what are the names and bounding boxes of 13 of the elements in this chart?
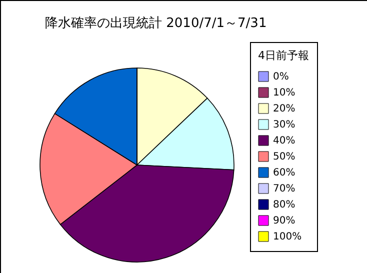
legend-label: 70% [273, 184, 296, 194]
legend-label: 100% [273, 232, 302, 242]
chart-title: 降水確率の出現統計 2010/7/1～7/31 [45, 15, 267, 31]
legend-label: 20% [273, 104, 296, 114]
legend-title: 4日前予報 [258, 49, 309, 62]
legend-label: 60% [273, 168, 296, 178]
legend-label: 40% [273, 136, 296, 146]
legend-label: 0% [273, 72, 289, 82]
legend-label: 80% [273, 200, 296, 210]
legend-label: 50% [273, 152, 296, 162]
legend-label: 30% [273, 120, 296, 130]
legend-label: 90% [273, 216, 296, 226]
legend-label: 10% [273, 88, 296, 98]
